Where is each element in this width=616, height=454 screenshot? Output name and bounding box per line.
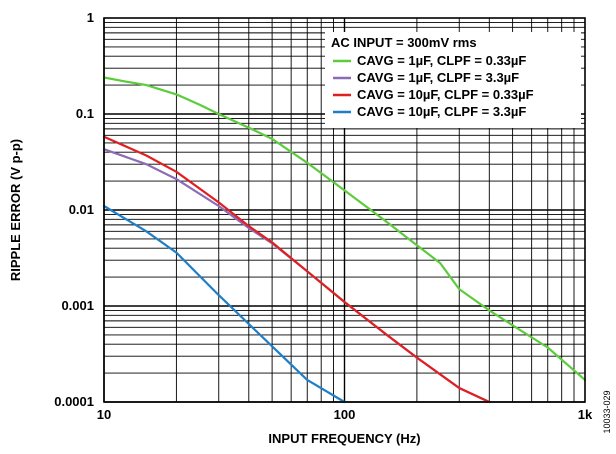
x-tick-label: 1k (578, 407, 593, 422)
y-tick-label: 0.0001 (54, 394, 94, 409)
series-line-4 (102, 204, 346, 404)
y-tick-label: 0.01 (69, 202, 94, 217)
plot-frame (103, 17, 586, 403)
legend-entry: CAVG = 10µF, CLPF = 3.3µF (357, 104, 526, 119)
series-line-3 (102, 135, 491, 404)
figure-id: 10033-029 (602, 390, 612, 433)
x-tick-label: 100 (334, 407, 356, 422)
y-axis-label: RIPPLE ERROR (V p-p) (8, 139, 23, 281)
legend-entry: CAVG = 1µF, CLPF = 3.3µF (357, 70, 519, 85)
legend-box (325, 32, 581, 128)
series-layer (102, 76, 587, 404)
tick-labels: 10 100 1k 1 0.1 0.01 0.001 0.0001 (54, 10, 593, 422)
legend-entry: CAVG = 10µF, CLPF = 0.33µF (357, 87, 534, 102)
x-tick-label: 10 (97, 407, 111, 422)
series-line-1 (102, 76, 587, 381)
legend-entry: CAVG = 1µF, CLPF = 0.33µF (357, 53, 526, 68)
series-line-2 (102, 148, 491, 404)
x-axis-label: INPUT FREQUENCY (Hz) (268, 431, 420, 446)
y-tick-label: 0.001 (61, 298, 94, 313)
legend: AC INPUT = 300mV rms CAVG = 1µF, CLPF = 0… (325, 32, 581, 128)
y-tick-label: 0.1 (76, 106, 94, 121)
y-tick-label: 1 (87, 10, 94, 25)
legend-title: AC INPUT = 300mV rms (331, 35, 477, 50)
